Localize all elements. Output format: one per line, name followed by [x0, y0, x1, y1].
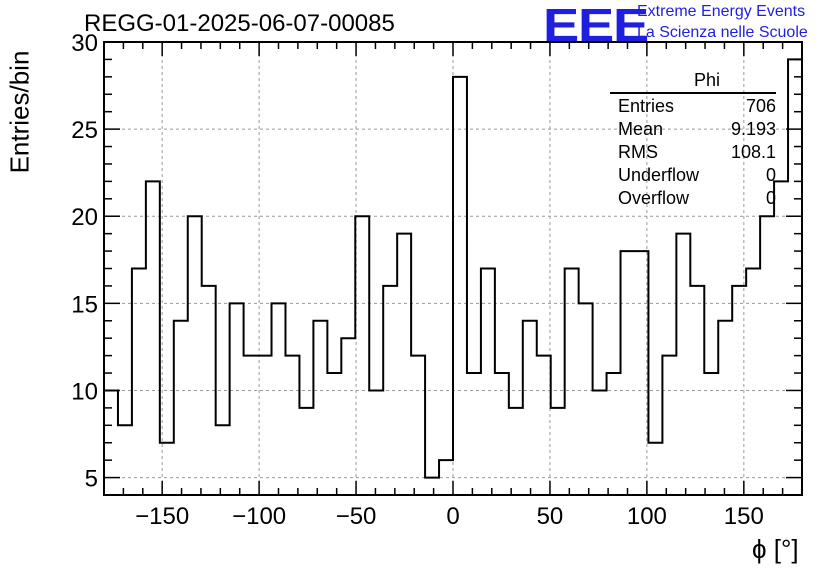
stats-label: Underflow	[618, 165, 700, 185]
x-tick-label: 100	[627, 503, 667, 530]
stats-title: Phi	[693, 70, 720, 90]
histogram-series	[103, 58, 803, 495]
y-tick-label: 10	[71, 378, 98, 405]
x-axis-label: ϕ [°]	[752, 534, 799, 564]
tick-layer	[103, 41, 803, 496]
stats-divider	[610, 92, 776, 94]
stats-value: 108.1	[730, 142, 776, 162]
y-tick-label: 30	[71, 30, 98, 57]
plot-title: REGG-01-2025-06-07-00085	[84, 10, 395, 37]
stats-label: Entries	[618, 96, 675, 116]
tick-label-layer: −150 −100 −50 0 50 100 150 5 10 15 20 25 30	[71, 30, 764, 530]
stats-label: Mean	[618, 119, 664, 139]
stats-label: RMS	[618, 142, 658, 162]
stats-value: 706	[745, 96, 776, 116]
x-tick-label: 0	[446, 503, 459, 530]
x-tick-label: −150	[135, 503, 189, 530]
stats-row-underflow: Underflow 0	[610, 164, 776, 187]
y-tick-label: 15	[71, 291, 98, 318]
stats-row-entries: Entries 706	[610, 95, 776, 118]
x-tick-label: 50	[537, 503, 564, 530]
stats-row-rms: RMS 108.1	[610, 141, 776, 164]
x-tick-label: −100	[232, 503, 286, 530]
stats-value: 0	[765, 165, 776, 185]
x-tick-label: 150	[724, 503, 764, 530]
stats-value: 0	[765, 188, 776, 208]
y-tick-label: 5	[85, 466, 98, 493]
y-tick-label: 20	[71, 204, 98, 231]
stats-box: Phi Entries 706 Mean 9.193 RMS 108.1 Underf…	[610, 70, 776, 210]
stats-row-overflow: Overflow 0	[610, 187, 776, 210]
stats-label: Overflow	[618, 188, 690, 208]
eee-logo-line1: Extreme Energy Events	[637, 3, 806, 20]
eee-logo-line2: La Scienza nelle Scuole	[637, 24, 808, 41]
stats-value: 9.193	[730, 119, 776, 139]
x-tick-label: −50	[336, 503, 377, 530]
stats-row-mean: Mean 9.193	[610, 118, 776, 141]
y-tick-label: 25	[71, 117, 98, 144]
